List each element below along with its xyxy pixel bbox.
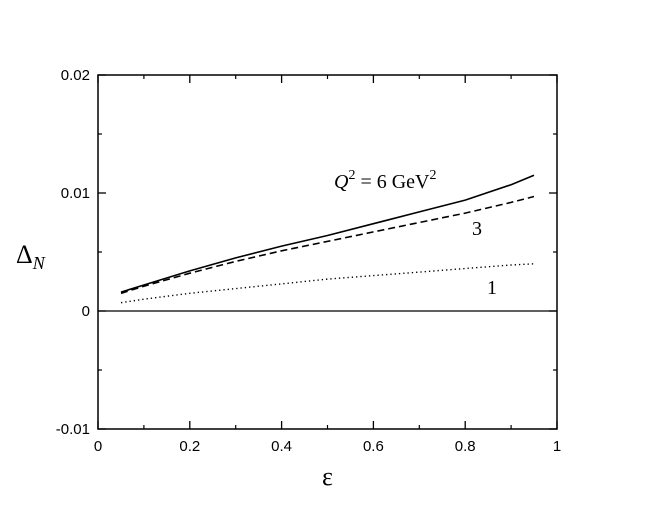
series-label-q-exponent: 2 <box>348 168 355 183</box>
x-axis-title: ε <box>322 462 333 491</box>
axes-layer <box>97 74 558 430</box>
series-label-q: Q <box>334 171 349 193</box>
series-label-value: = 6 GeV <box>355 171 430 193</box>
y-tick-label: 0 <box>82 303 90 320</box>
y-axis-title-subscript: N <box>32 253 46 273</box>
series-label-3: 3 <box>472 218 482 240</box>
x-tick-label: 0.6 <box>363 438 384 455</box>
series-label-q2-6: Q2 = 6 GeV2 <box>334 168 437 193</box>
x-tick-label: 0.2 <box>179 438 200 455</box>
series-label-1: 1 <box>487 277 497 299</box>
series-line-1 <box>120 174 535 293</box>
marks-layer <box>98 174 557 312</box>
series-line-2 <box>120 195 535 295</box>
plot-frame <box>97 74 558 430</box>
x-tick-label: 1 <box>553 438 561 455</box>
y-tick-label: 0.01 <box>61 185 90 202</box>
series-label-unit-exponent: 2 <box>430 168 437 183</box>
y-tick-label: -0.01 <box>56 421 90 438</box>
x-tick-label: 0.4 <box>271 438 292 455</box>
x-tick-label: 0 <box>94 438 102 455</box>
y-axis-title-base: Δ <box>16 240 33 269</box>
series-line-3 <box>120 263 535 304</box>
y-tick-label: 0.02 <box>61 67 90 84</box>
x-tick-label: 0.8 <box>455 438 476 455</box>
y-axis-title: ΔN <box>16 240 46 273</box>
